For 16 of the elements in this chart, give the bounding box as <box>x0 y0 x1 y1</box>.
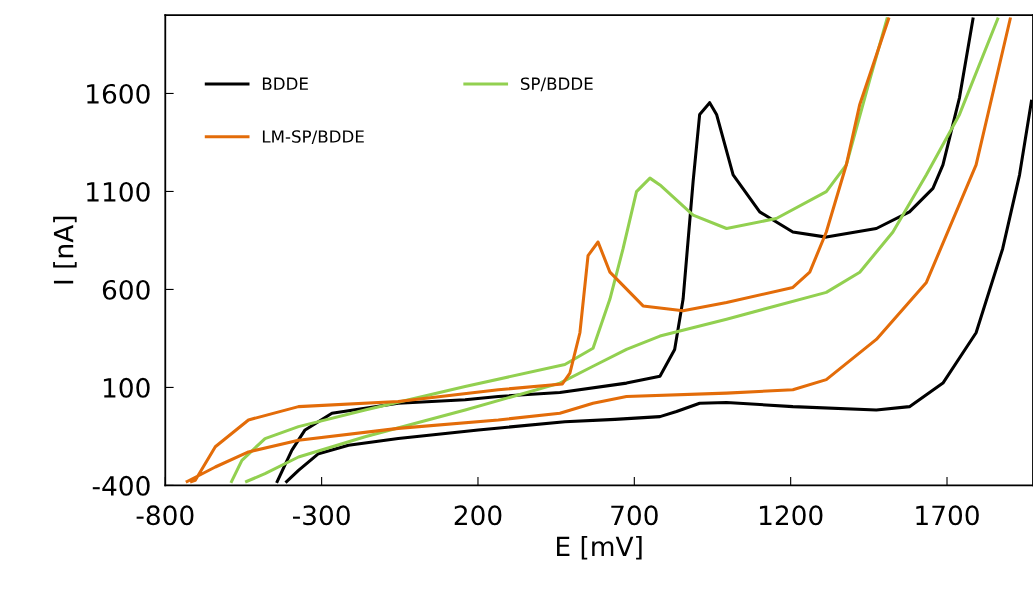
x-tick-label: 1200 <box>759 505 823 526</box>
x-axis-title: E [mV] <box>557 535 642 560</box>
y-tick-label: 1600 <box>87 83 150 104</box>
x-tick-label: -800 <box>136 505 194 526</box>
x-tick-label: 200 <box>454 505 502 526</box>
legend-label: BDDE <box>262 77 308 90</box>
legend-label: LM-SP/BDDE <box>262 130 364 145</box>
x-tick-label: 1700 <box>916 505 979 526</box>
y-tick-label: 600 <box>102 279 150 300</box>
x-tick-label: -300 <box>292 505 350 526</box>
y-axis-title: I [nA] <box>53 216 77 284</box>
x-tick-label: 700 <box>611 505 658 526</box>
y-tick-label: -400 <box>92 475 150 496</box>
y-tick-label: 1100 <box>87 181 150 202</box>
legend-label: SP/BDDE <box>520 77 593 92</box>
y-tick-label: 100 <box>103 377 150 398</box>
